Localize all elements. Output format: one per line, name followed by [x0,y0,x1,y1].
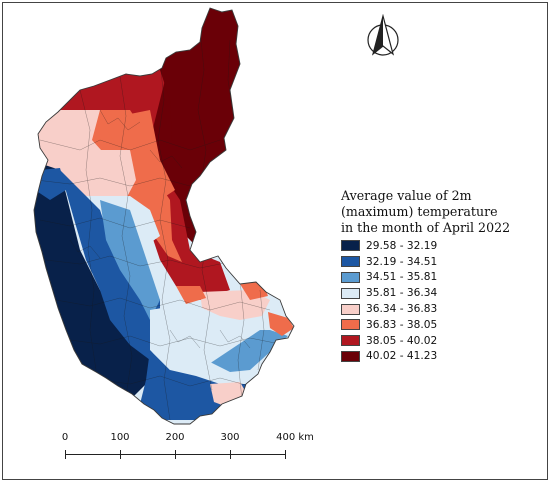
scale-label: 300 [220,432,240,443]
scale-tick [285,450,286,459]
state-outline [33,7,295,425]
legend-item: 38.05 - 40.02 [341,333,541,349]
legend-title: Average value of 2m (maximum) temperatur… [341,188,541,236]
legend-swatch [341,240,360,252]
north-arrow-icon [367,14,399,56]
scale-tick [120,450,121,459]
scale-label: 400 km [276,432,314,443]
legend-label: 36.83 - 38.05 [366,318,438,331]
legend-label: 36.34 - 36.83 [366,303,438,316]
legend-title-line: (maximum) temperature [341,204,498,219]
legend-swatch [341,256,360,268]
legend-item: 40.02 - 41.23 [341,349,541,365]
legend-swatch [341,335,360,347]
legend-item: 35.81 - 36.34 [341,285,541,301]
legend-label: 35.81 - 36.34 [366,287,438,300]
legend-item: 36.83 - 38.05 [341,317,541,333]
scale-bar: 0 100 200 300 400 km [58,432,314,466]
legend-swatch [341,350,360,362]
legend-item: 34.51 - 35.81 [341,270,541,286]
legend: Average value of 2m (maximum) temperatur… [341,188,541,364]
scale-label: 100 [110,432,130,443]
legend-title-line: Average value of 2m [341,188,472,203]
legend-label: 32.19 - 34.51 [366,255,438,268]
scale-tick [175,450,176,459]
scale-label: 0 [61,432,69,443]
legend-swatch [341,303,360,315]
legend-label: 34.51 - 35.81 [366,271,438,284]
legend-swatch [341,271,360,283]
legend-item: 29.58 - 32.19 [341,238,541,254]
scale-tick [65,450,66,459]
scale-tick [230,450,231,459]
legend-items: 29.58 - 32.19 32.19 - 34.51 34.51 - 35.81 3… [341,238,541,364]
scale-label: 200 [165,432,185,443]
legend-title-line: in the month of April 2022 [341,220,511,235]
legend-label: 38.05 - 40.02 [366,334,438,347]
legend-item: 32.19 - 34.51 [341,254,541,270]
legend-label: 40.02 - 41.23 [366,350,438,363]
legend-item: 36.34 - 36.83 [341,301,541,317]
legend-swatch [341,287,360,299]
legend-swatch [341,319,360,331]
legend-label: 29.58 - 32.19 [366,239,438,252]
